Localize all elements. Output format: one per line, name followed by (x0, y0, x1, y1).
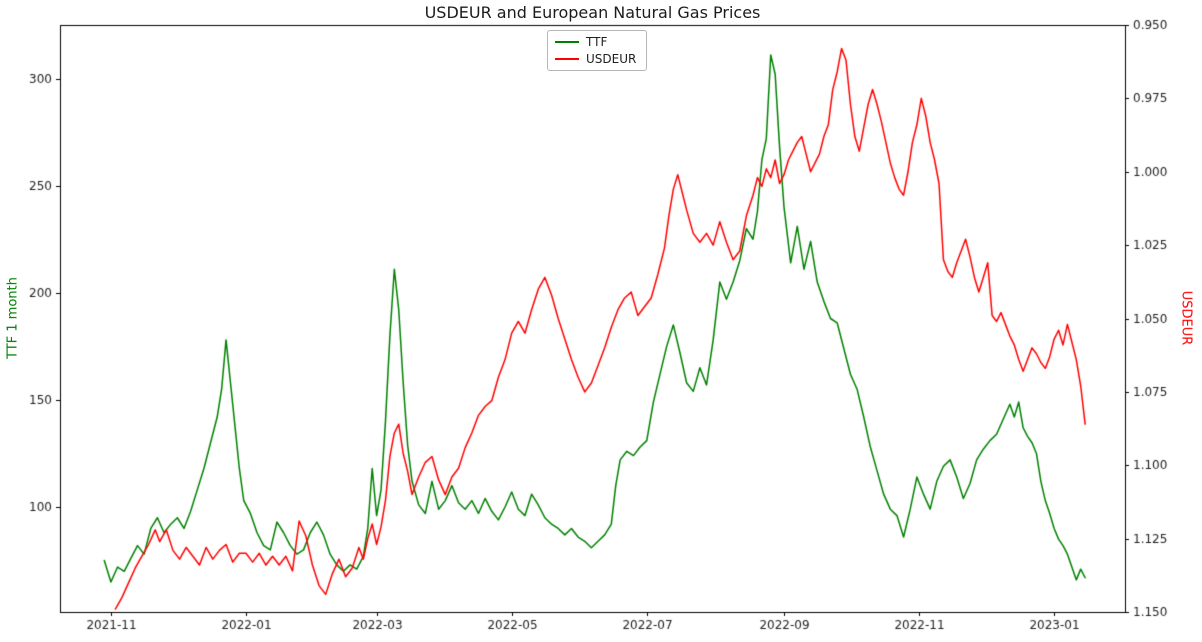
legend: TTF USDEUR (547, 30, 648, 71)
legend-item-ttf: TTF (555, 35, 636, 49)
ttf-line-swatch (555, 41, 579, 43)
chart-title: USDEUR and European Natural Gas Prices (424, 3, 761, 22)
right-axis-label: USDEUR (1178, 290, 1194, 346)
legend-item-usdeur: USDEUR (555, 52, 636, 66)
legend-label-usdeur: USDEUR (586, 52, 637, 66)
left-axis-label: TTF 1 month (5, 277, 21, 359)
legend-label-ttf: TTF (586, 35, 608, 49)
usdeur-line-swatch (555, 58, 579, 60)
